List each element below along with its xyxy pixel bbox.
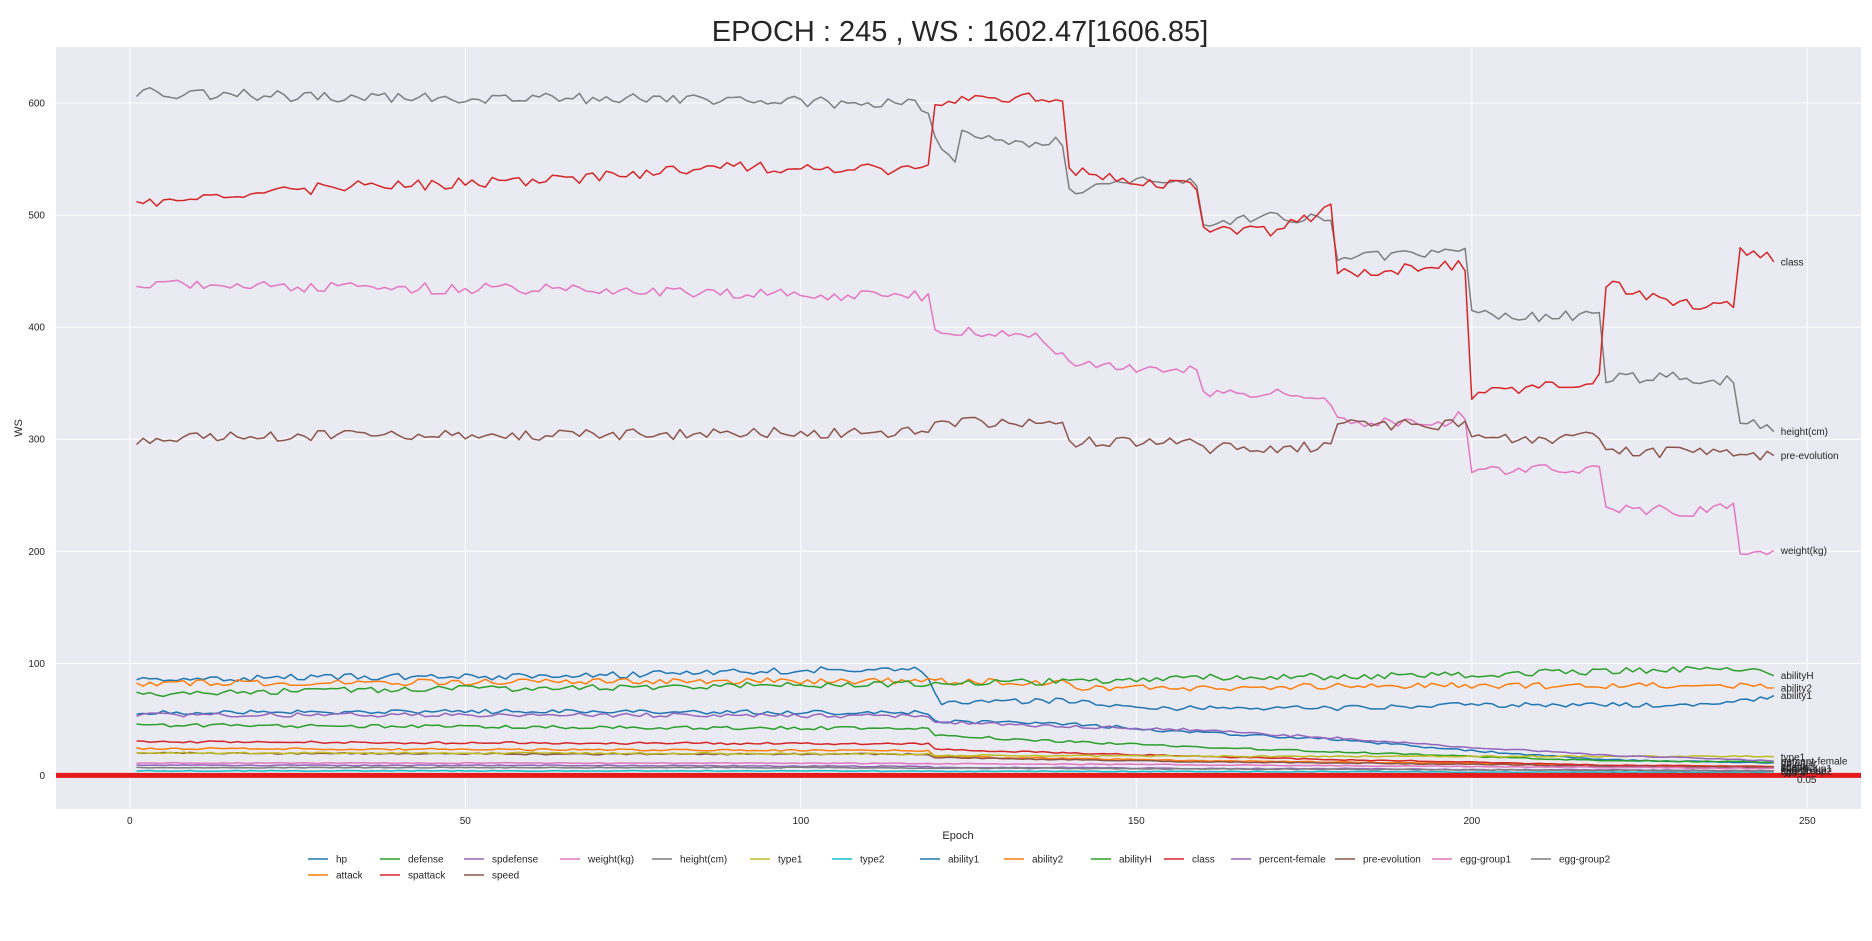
series-end-label: hp [1781,758,1793,769]
legend-label: ability1 [948,855,980,866]
legend-label: spattack [408,871,446,882]
legend-item: abilityH [1091,855,1152,866]
y-tick-label: 500 [28,211,45,222]
series-end-label: speed [1781,763,1808,774]
series-end-label: percent-female [1781,757,1848,768]
legend-item: spdefense [464,855,539,866]
legend-item: percent-female [1231,855,1326,866]
series-end-label: attack [1781,762,1809,773]
legend-label: weight(kg) [587,855,634,866]
y-tick-label: 300 [28,435,45,446]
series-line [136,769,1774,774]
series-end-label: egg-group1 [1781,764,1833,775]
series-end-label: egg-group2 [1781,766,1833,777]
legend-label: ability2 [1032,855,1064,866]
series-end-label: class [1781,257,1804,268]
x-tick-label: 200 [1463,816,1480,827]
plot-area [56,47,1861,809]
series-line [136,665,1775,698]
series-line [135,86,1775,433]
legend-label: type1 [778,855,803,866]
legend-label: speed [492,871,519,882]
legend-item: hp [308,855,348,866]
legend-label: class [1192,855,1215,866]
series-end-label: abilityH [1781,671,1814,682]
chart-title: EPOCH : 245 , WS : 1602.47[1606.85] [712,16,1209,48]
legend-item: ability1 [920,855,980,866]
legend-item: class [1164,855,1215,866]
legend-label: percent-female [1259,855,1326,866]
x-axis-label: Epoch [942,830,973,842]
legend-item: speed [464,871,519,882]
series-end-label: type1 [1781,752,1806,763]
legend-item: egg-group1 [1432,855,1512,866]
legend-item: height(cm) [652,855,727,866]
legend-label: egg-group2 [1559,855,1611,866]
legend-item: attack [308,871,364,882]
legend-item: type1 [750,855,803,866]
series-line [136,712,1774,762]
legend-label: attack [336,871,364,882]
y-axis-ticks: 0 100 200 300 400 500 600 [28,99,45,782]
series-line [136,279,1775,556]
legend-label: egg-group1 [1460,855,1512,866]
legend-label: pre-evolution [1363,855,1421,866]
series-line [135,416,1775,461]
series-end-label: pre-evolution [1781,451,1839,462]
legend-label: abilityH [1119,855,1152,866]
series-line [136,766,1774,772]
y-tick-label: 600 [28,99,45,110]
legend: hp attack defense spattack spdefense speed wei… [308,855,1611,882]
x-tick-label: 150 [1128,816,1145,827]
x-tick-label: 250 [1799,816,1816,827]
series-line [136,761,1774,770]
legend-item: type2 [832,855,885,866]
y-tick-label: 0 [39,771,45,782]
series-end-label: spdefense [1781,766,1828,777]
series-end-label: ability1 [1781,691,1813,702]
legend-item: weight(kg) [560,855,634,866]
legend-item: ability2 [1004,855,1064,866]
legend-label: type2 [860,855,885,866]
series-end-label: spattack [1781,762,1819,773]
legend-label: defense [408,855,444,866]
series-end-label: type2 [1781,767,1806,778]
series-line [136,92,1775,400]
legend-item: defense [380,855,444,866]
threshold-label: 0.05 [1797,775,1817,786]
legend-item: spattack [380,871,446,882]
x-tick-label: 50 [460,816,472,827]
series-lines [135,86,1775,774]
series-line [136,740,1774,768]
y-tick-label: 100 [28,659,45,670]
series-line [136,677,1774,692]
legend-item: pre-evolution [1335,855,1421,866]
series-end-label: defense [1781,758,1817,769]
x-tick-label: 100 [792,816,809,827]
x-axis-ticks: 0 50 100 150 200 250 [127,816,1816,827]
y-axis-label: WS [13,419,25,437]
y-tick-label: 200 [28,547,45,558]
series-end-label: height(cm) [1781,427,1828,438]
series-line [136,666,1775,712]
legend-label: height(cm) [680,855,727,866]
legend-label: spdefense [492,855,539,866]
series-line [136,708,1774,764]
legend-item: egg-group2 [1531,855,1611,866]
y-tick-label: 400 [28,323,45,334]
x-tick-label: 0 [127,816,133,827]
series-end-label: ability2 [1781,684,1813,695]
legend-label: hp [336,855,348,866]
series-end-label: weight(kg) [1780,546,1827,557]
series-line [136,751,1774,758]
